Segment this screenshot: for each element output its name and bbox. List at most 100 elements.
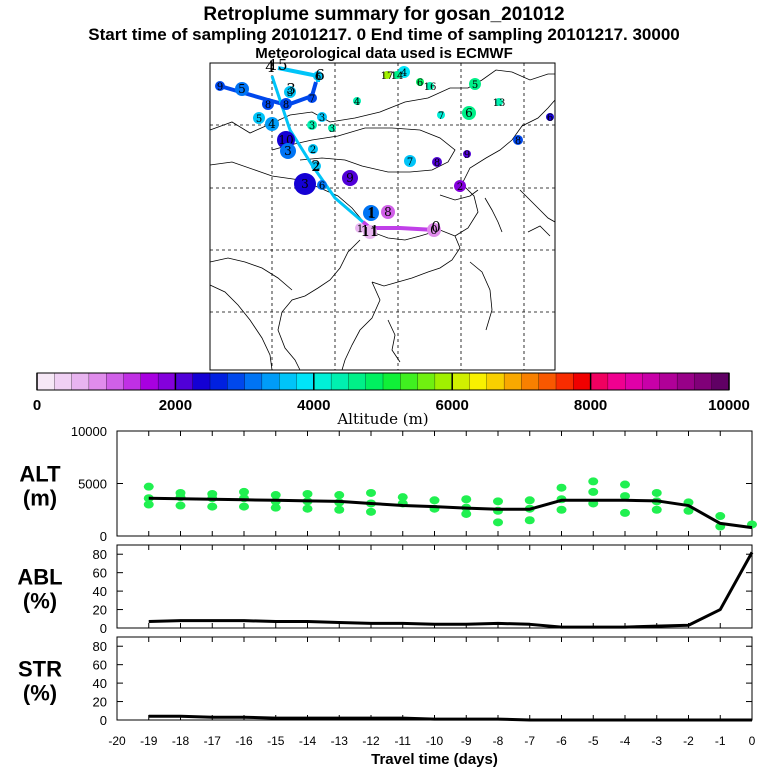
scatter-point bbox=[651, 488, 662, 497]
time-series-panels: 0500010000ALT(m)020406080ABL(%)020406080… bbox=[17, 424, 757, 768]
colorbar-swatch bbox=[694, 372, 713, 391]
trajectory-marker bbox=[426, 82, 434, 90]
colorbar-swatch bbox=[279, 372, 298, 391]
colorbar-swatch bbox=[555, 372, 574, 391]
trajectory-marker-label: 9 bbox=[346, 171, 354, 185]
colorbar-swatch bbox=[71, 372, 90, 391]
trajectory-marker bbox=[513, 135, 523, 145]
x-tick-label: -1 bbox=[715, 734, 726, 748]
scatter-point bbox=[302, 504, 313, 513]
trajectory-marker-label: 8 bbox=[434, 158, 440, 169]
trajectory-marker bbox=[328, 124, 336, 132]
colorbar-swatch bbox=[261, 372, 280, 391]
y-tick-label: 10000 bbox=[71, 424, 107, 439]
trajectory-marker bbox=[463, 150, 471, 158]
trajectory-marker-label: 14 bbox=[391, 71, 404, 82]
colorbar-tick-label: 0 bbox=[33, 397, 41, 414]
trajectory-marker bbox=[416, 78, 424, 86]
scatter-point bbox=[270, 491, 281, 500]
colorbar-swatch bbox=[607, 372, 626, 391]
colorbar-swatch bbox=[175, 372, 194, 391]
series-line bbox=[148, 714, 752, 722]
x-tick-label: -12 bbox=[362, 734, 380, 748]
colorbar-swatch bbox=[573, 372, 592, 391]
trajectory-marker bbox=[353, 97, 361, 105]
colorbar-tick-label: 6000 bbox=[436, 397, 469, 414]
colorbar-swatch bbox=[711, 372, 730, 391]
map-frame bbox=[209, 62, 556, 371]
colorbar-swatch bbox=[54, 372, 73, 391]
colorbar-swatch bbox=[625, 372, 644, 391]
trajectory-marker bbox=[313, 71, 323, 81]
colorbar-swatch bbox=[106, 372, 125, 391]
y-tick-label: 5000 bbox=[78, 477, 107, 492]
trajectory-marker bbox=[363, 205, 379, 221]
trajectory-marker-label: 3 bbox=[301, 177, 309, 191]
scatter-point bbox=[651, 505, 662, 514]
trajectory-marker bbox=[265, 117, 279, 131]
trajectory-marker-label: 17 bbox=[381, 71, 394, 82]
x-tick-label: -6 bbox=[556, 734, 567, 748]
trajectory-marker-label: 3 bbox=[329, 124, 335, 135]
trajectory-day-label: 1 bbox=[367, 204, 377, 222]
colorbar-swatch bbox=[538, 372, 557, 391]
x-tick-label: -10 bbox=[426, 734, 444, 748]
trajectory-marker bbox=[253, 112, 265, 124]
colorbar-tick-label: 8000 bbox=[574, 397, 607, 414]
trajectory-marker-label: 11 bbox=[362, 225, 377, 239]
scatter-point bbox=[429, 496, 440, 505]
colorbar-swatch bbox=[521, 372, 540, 391]
x-tick-label: -15 bbox=[267, 734, 285, 748]
scatter-point bbox=[620, 492, 630, 501]
trajectory-marker-label: 8 bbox=[515, 136, 521, 147]
scatter-point bbox=[524, 496, 535, 505]
x-tick-label: 0 bbox=[749, 734, 756, 748]
y-tick-label: 80 bbox=[93, 547, 107, 562]
trajectory-marker-label: 6 bbox=[547, 113, 553, 124]
colorbar-swatch bbox=[157, 372, 176, 391]
x-tick-label: -11 bbox=[395, 734, 412, 748]
trajectory-marker-label: 4 bbox=[401, 68, 407, 79]
sampling-time-subtitle: Start time of sampling 20101217. 0 End t… bbox=[88, 25, 680, 44]
trajectory-day-label: 11 bbox=[360, 222, 379, 240]
x-tick-label: -8 bbox=[493, 734, 504, 748]
scatter-point bbox=[239, 502, 249, 511]
trajectory-marker-label: 5 bbox=[256, 114, 262, 125]
scatter-point bbox=[366, 488, 376, 497]
trajectory-marker-label: 6 bbox=[465, 106, 473, 120]
trajectory-marker bbox=[381, 205, 395, 219]
x-tick-label: -13 bbox=[331, 734, 349, 748]
trajectory-marker bbox=[427, 223, 441, 237]
trajectory-marker-label: 2 bbox=[310, 145, 316, 156]
trajectory-marker-label: 0 bbox=[430, 223, 438, 237]
trajectory-marker bbox=[342, 170, 358, 186]
scatter-point bbox=[397, 493, 408, 502]
x-tick-label: -2 bbox=[683, 734, 694, 748]
scatter-point bbox=[493, 497, 503, 506]
y-tick-label: 0 bbox=[100, 621, 107, 636]
trajectory-marker-label: 5 bbox=[238, 82, 246, 96]
colorbar-swatch bbox=[123, 372, 142, 391]
trajectory-marker-label: 3 bbox=[287, 88, 293, 99]
y-tick-label: 20 bbox=[93, 695, 107, 710]
trajectory-day-label: 15 bbox=[268, 56, 287, 74]
x-tick-label: -7 bbox=[524, 734, 535, 748]
y-tick-label: 0 bbox=[100, 529, 107, 544]
trajectory-marker-label: 4 bbox=[354, 97, 360, 108]
trajectory-marker bbox=[308, 144, 318, 154]
trajectory-marker bbox=[235, 82, 249, 96]
scatter-point bbox=[143, 482, 154, 491]
x-tick-label: -4 bbox=[620, 734, 631, 748]
trajectory-marker-label: 6 bbox=[417, 78, 423, 89]
trajectory-marker bbox=[546, 113, 554, 121]
trajectory-marker bbox=[284, 86, 296, 98]
trajectory-marker-label: 8 bbox=[283, 100, 289, 111]
y-axis-label: ALT bbox=[19, 462, 61, 487]
trajectory-marker-label: 8 bbox=[384, 205, 392, 219]
colorbar-swatch bbox=[88, 372, 107, 391]
y-tick-label: 20 bbox=[93, 603, 107, 618]
trajectory-marker-label: 6 bbox=[315, 72, 321, 83]
colorbar-swatch bbox=[244, 372, 263, 391]
